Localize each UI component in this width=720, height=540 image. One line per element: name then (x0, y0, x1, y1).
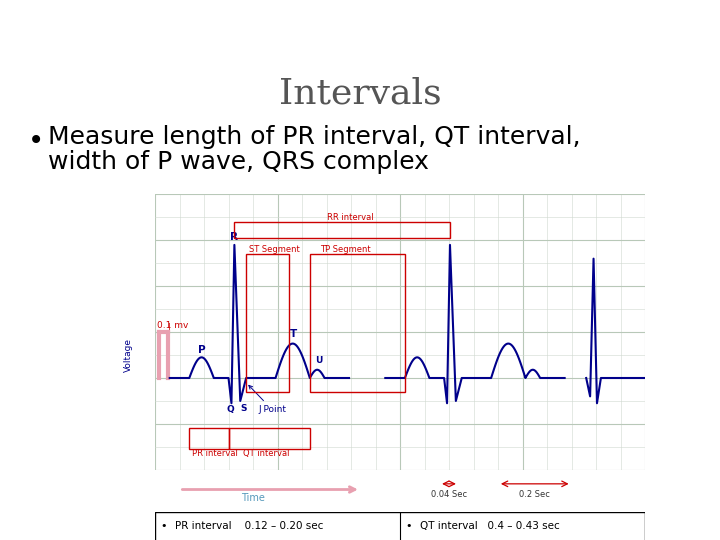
Text: QT interval: QT interval (243, 449, 289, 458)
Text: ST Segment: ST Segment (248, 245, 300, 254)
Bar (246, 254, 289, 392)
Text: R: R (230, 232, 238, 242)
Text: Intervals: Intervals (279, 77, 441, 111)
Text: 0.2 Sec: 0.2 Sec (519, 490, 550, 499)
Text: •: • (405, 521, 411, 531)
Text: J Point: J Point (249, 386, 287, 414)
Text: RR interval: RR interval (328, 213, 374, 221)
Text: P: P (197, 345, 205, 355)
Text: TP Segment: TP Segment (320, 245, 370, 254)
Bar (235, 222, 450, 238)
Text: width of P wave, QRS complex: width of P wave, QRS complex (48, 150, 429, 174)
Text: Q: Q (226, 406, 234, 414)
Text: PR interval    0.12 – 0.20 sec: PR interval 0.12 – 0.20 sec (174, 521, 323, 531)
Bar (310, 254, 405, 392)
Text: •: • (28, 127, 44, 154)
Text: U: U (315, 356, 322, 366)
Text: QT interval   0.4 – 0.43 sec: QT interval 0.4 – 0.43 sec (420, 521, 559, 531)
Text: Time: Time (241, 493, 265, 503)
Text: PR interval: PR interval (192, 449, 238, 458)
Text: Measure length of PR interval, QT interval,: Measure length of PR interval, QT interv… (48, 125, 580, 148)
Text: 0.1 mv: 0.1 mv (158, 321, 189, 330)
Text: 0.04 Sec: 0.04 Sec (431, 490, 467, 499)
Text: T: T (290, 329, 297, 339)
Bar (189, 429, 228, 449)
Text: •: • (160, 521, 166, 531)
Text: |: | (168, 323, 171, 332)
Bar (228, 429, 310, 449)
Text: S: S (240, 404, 247, 413)
Text: Voltage: Voltage (124, 338, 132, 372)
